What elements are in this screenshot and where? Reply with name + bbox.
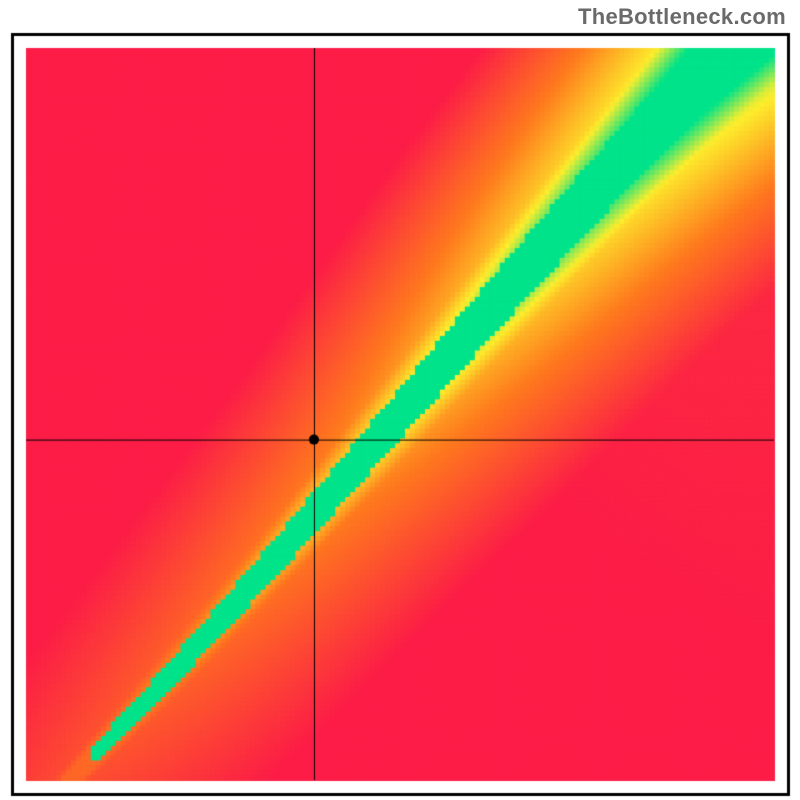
heatmap-canvas <box>0 0 800 800</box>
watermark-text: TheBottleneck.com <box>578 4 786 30</box>
chart-container: TheBottleneck.com <box>0 0 800 800</box>
